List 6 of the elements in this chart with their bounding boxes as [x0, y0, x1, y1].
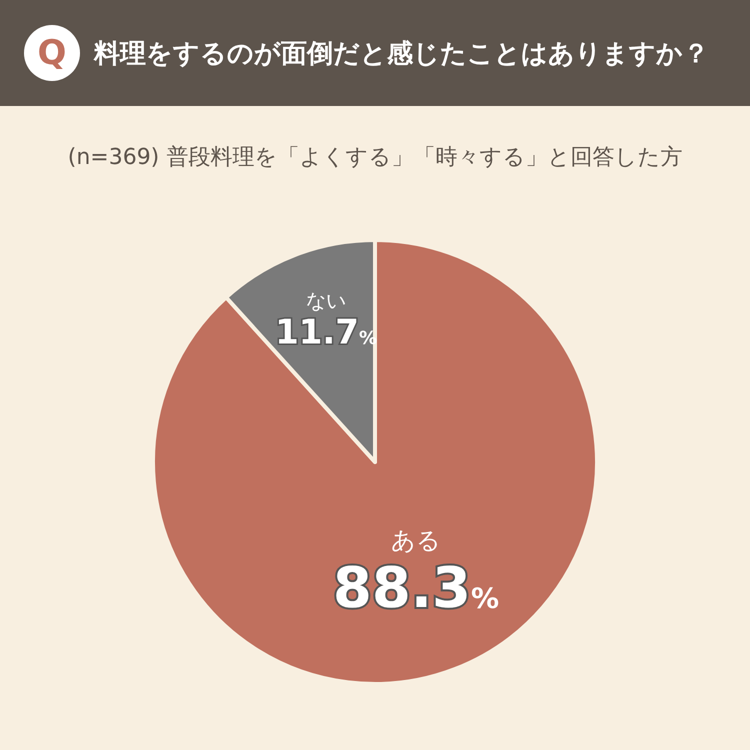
- q-badge-icon: Q: [24, 25, 80, 81]
- chart-title: 料理をするのが面倒だと感じたことはありますか？: [94, 38, 709, 70]
- slice-label: ない: [306, 288, 346, 313]
- slice-label: ある: [390, 526, 441, 554]
- data-label: 88.3%: [332, 556, 500, 621]
- chart-subtitle: (n=369) 普段料理を「よくする」「時々する」と回答した方: [66, 144, 684, 172]
